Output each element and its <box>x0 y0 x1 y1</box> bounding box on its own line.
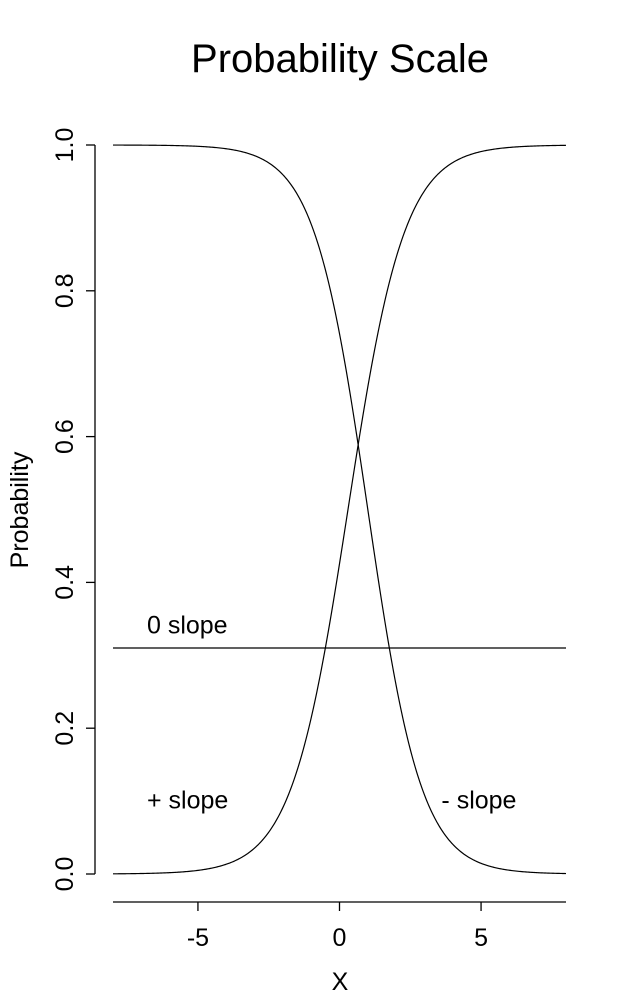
y-tick-label: 1.0 <box>51 128 79 163</box>
y-axis-label: Probability <box>6 451 34 568</box>
annotation-neg-slope: - slope <box>441 786 516 814</box>
y-tick-label: 0.8 <box>51 273 79 308</box>
annotation-zero-slope: 0 slope <box>147 611 228 639</box>
chart-title: Probability Scale <box>191 37 489 81</box>
y-tick-label: 0.0 <box>51 857 79 892</box>
x-tick-label: -5 <box>187 924 209 952</box>
x-axis-ticks: -5 0 5 <box>187 902 488 952</box>
y-tick-label: 0.2 <box>51 711 79 746</box>
series-layer <box>112 144 567 875</box>
y-tick-label: 0.4 <box>51 565 79 600</box>
y-axis-ticks: 0.0 0.2 0.4 0.6 0.8 1.0 <box>51 128 95 892</box>
x-tick-label: 0 <box>333 924 347 952</box>
x-tick-label: 5 <box>474 924 488 952</box>
annotation-layer: 0 slope + slope - slope <box>147 611 516 814</box>
series-positive-line <box>112 144 567 875</box>
series-negative-line <box>113 144 567 875</box>
y-tick-label: 0.6 <box>51 419 79 454</box>
x-axis-label: X <box>332 968 349 996</box>
annotation-pos-slope: + slope <box>147 786 228 814</box>
